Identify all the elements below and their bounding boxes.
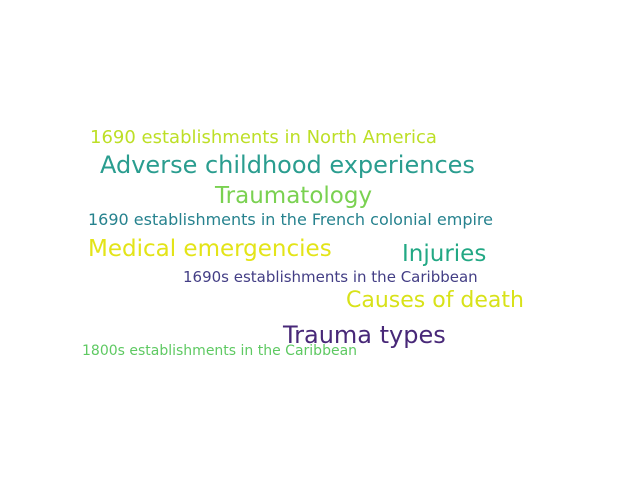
word-injuries: Injuries	[402, 241, 487, 267]
word-1690s-caribbean: 1690s establishments in the Caribbean	[183, 268, 478, 286]
word-medical-emergencies: Medical emergencies	[88, 236, 332, 262]
word-1690-north-america: 1690 establishments in North America	[90, 127, 437, 148]
word-trauma-types: Trauma types	[283, 321, 446, 349]
word-1690-french-colonial-empire: 1690 establishments in the French coloni…	[88, 210, 493, 229]
word-1800s-caribbean: 1800s establishments in the Caribbean	[82, 343, 358, 359]
word-traumatology: Traumatology	[215, 183, 373, 209]
word-causes-of-death: Causes of death	[346, 288, 524, 313]
word-adverse-childhood-experiences: Adverse childhood experiences	[100, 151, 475, 179]
